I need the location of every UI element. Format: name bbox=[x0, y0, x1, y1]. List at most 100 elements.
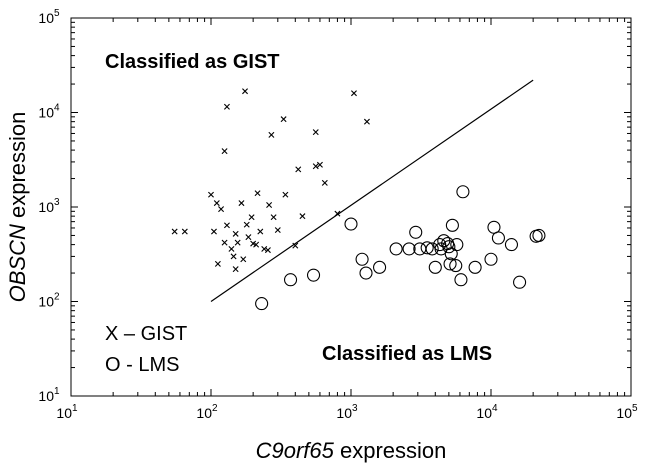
y-tick-label-base: 10 bbox=[38, 199, 54, 215]
lms-point-marker bbox=[283, 273, 298, 287]
gist-point-marker bbox=[214, 260, 221, 267]
lms-point-marker bbox=[389, 242, 403, 256]
y-tick-label-exponent: 2 bbox=[54, 292, 60, 303]
gist-point-marker bbox=[268, 131, 275, 138]
gist-point-marker bbox=[221, 239, 228, 246]
lms-point-marker bbox=[445, 218, 459, 232]
x-tick-label-base: 10 bbox=[196, 405, 212, 421]
x-axis-title-italic: C9orf65 bbox=[256, 438, 335, 463]
x-tick-label-base: 10 bbox=[56, 405, 72, 421]
x-tick-label-exponent: 2 bbox=[212, 403, 218, 414]
y-tick-label: 102 bbox=[38, 292, 60, 310]
x-tick-label: 104 bbox=[476, 403, 498, 421]
x-tick-label-exponent: 1 bbox=[72, 403, 78, 414]
y-tick-label: 103 bbox=[38, 197, 60, 215]
gist-point-marker bbox=[240, 256, 247, 263]
gist-point-marker bbox=[254, 190, 261, 197]
x-tick-label: 105 bbox=[616, 403, 638, 421]
y-tick-label: 105 bbox=[38, 8, 60, 26]
lms-point-marker bbox=[454, 273, 468, 287]
gist-point-marker bbox=[257, 228, 264, 235]
y-tick-label: 104 bbox=[38, 103, 60, 121]
lms-point-marker bbox=[513, 275, 527, 289]
gist-point-marker bbox=[299, 213, 306, 220]
y-tick-label-exponent: 1 bbox=[54, 386, 60, 397]
axis-ticks bbox=[70, 17, 632, 397]
x-axis-title-rest: expression bbox=[334, 438, 447, 463]
gist-point-marker bbox=[243, 221, 250, 228]
lms-point-marker bbox=[306, 268, 321, 282]
legend-entry-lms: O - LMS bbox=[105, 354, 179, 376]
y-tick-label: 101 bbox=[38, 386, 60, 404]
gist-point-marker bbox=[248, 214, 255, 221]
x-tick-label-exponent: 5 bbox=[632, 403, 638, 414]
gist-point-marker bbox=[334, 210, 341, 217]
lms-point-marker bbox=[504, 238, 519, 252]
gist-point-marker bbox=[228, 245, 235, 252]
y-tick-label-base: 10 bbox=[38, 294, 54, 310]
lms-point-marker bbox=[450, 238, 464, 252]
x-tick-label-base: 10 bbox=[616, 405, 632, 421]
lms-point-marker bbox=[255, 297, 269, 311]
legend-entry-gist: X – GIST bbox=[105, 323, 187, 345]
lms-point-marker bbox=[425, 242, 439, 256]
y-tick-label-base: 10 bbox=[38, 105, 54, 121]
gist-point-marker bbox=[218, 206, 225, 213]
lms-point-marker bbox=[373, 260, 387, 274]
gist-point-marker bbox=[295, 166, 302, 173]
legend: X – GIST O - LMS bbox=[105, 323, 187, 376]
lms-point-marker bbox=[443, 257, 457, 271]
lms-point-marker bbox=[484, 252, 498, 266]
x-tick-label: 102 bbox=[196, 403, 218, 421]
gist-point-marker bbox=[363, 118, 370, 125]
lms-point-marker bbox=[456, 185, 470, 199]
gist-point-marker bbox=[312, 163, 319, 170]
x-tick-label: 101 bbox=[56, 403, 78, 421]
y-tick-label-base: 10 bbox=[38, 10, 54, 26]
gist-region-label: Classified as GIST bbox=[105, 51, 280, 73]
gist-point-marker bbox=[253, 241, 260, 248]
gist-point-marker bbox=[261, 245, 268, 252]
lms-point-marker bbox=[344, 217, 358, 231]
gist-point-marker bbox=[213, 200, 220, 207]
gist-point-marker bbox=[350, 90, 357, 97]
gist-point-marker bbox=[230, 253, 237, 260]
y-axis-title: OBSCN expression bbox=[5, 112, 30, 303]
y-tick-label-exponent: 5 bbox=[54, 8, 60, 19]
data-marks bbox=[171, 88, 546, 311]
y-tick-label-exponent: 4 bbox=[54, 103, 60, 114]
x-tick-label-exponent: 4 bbox=[492, 403, 498, 414]
gist-point-marker bbox=[223, 222, 230, 229]
gist-point-marker bbox=[321, 179, 328, 186]
gist-point-marker bbox=[312, 129, 319, 136]
lms-point-marker bbox=[532, 228, 546, 242]
lms-point-marker bbox=[409, 225, 423, 239]
lms-point-marker bbox=[428, 260, 442, 274]
lms-point-marker bbox=[359, 266, 373, 280]
gist-point-marker bbox=[210, 228, 217, 235]
gist-point-marker bbox=[234, 239, 241, 246]
lms-point-marker bbox=[420, 241, 434, 255]
gist-point-marker bbox=[274, 227, 281, 234]
gist-point-marker bbox=[316, 161, 323, 168]
gist-point-marker bbox=[221, 148, 228, 155]
gist-point-marker bbox=[242, 88, 249, 95]
lms-point-marker bbox=[468, 260, 482, 274]
x-tick-label-base: 10 bbox=[336, 405, 352, 421]
gist-point-marker bbox=[171, 228, 178, 235]
y-tick-label-base: 10 bbox=[38, 388, 54, 404]
classification-boundary-line bbox=[210, 79, 534, 302]
lms-region-label: Classified as LMS bbox=[322, 343, 492, 365]
x-tick-label-base: 10 bbox=[476, 405, 492, 421]
lms-point-marker bbox=[449, 259, 463, 273]
gist-point-marker bbox=[266, 202, 273, 208]
gist-point-marker bbox=[282, 191, 289, 198]
gist-point-marker bbox=[280, 116, 287, 123]
gist-point-marker bbox=[232, 266, 239, 273]
lms-point-marker bbox=[402, 242, 416, 256]
x-axis-title: C9orf65 expression bbox=[256, 438, 447, 463]
gist-point-marker bbox=[223, 103, 230, 110]
gist-point-marker bbox=[292, 242, 299, 249]
